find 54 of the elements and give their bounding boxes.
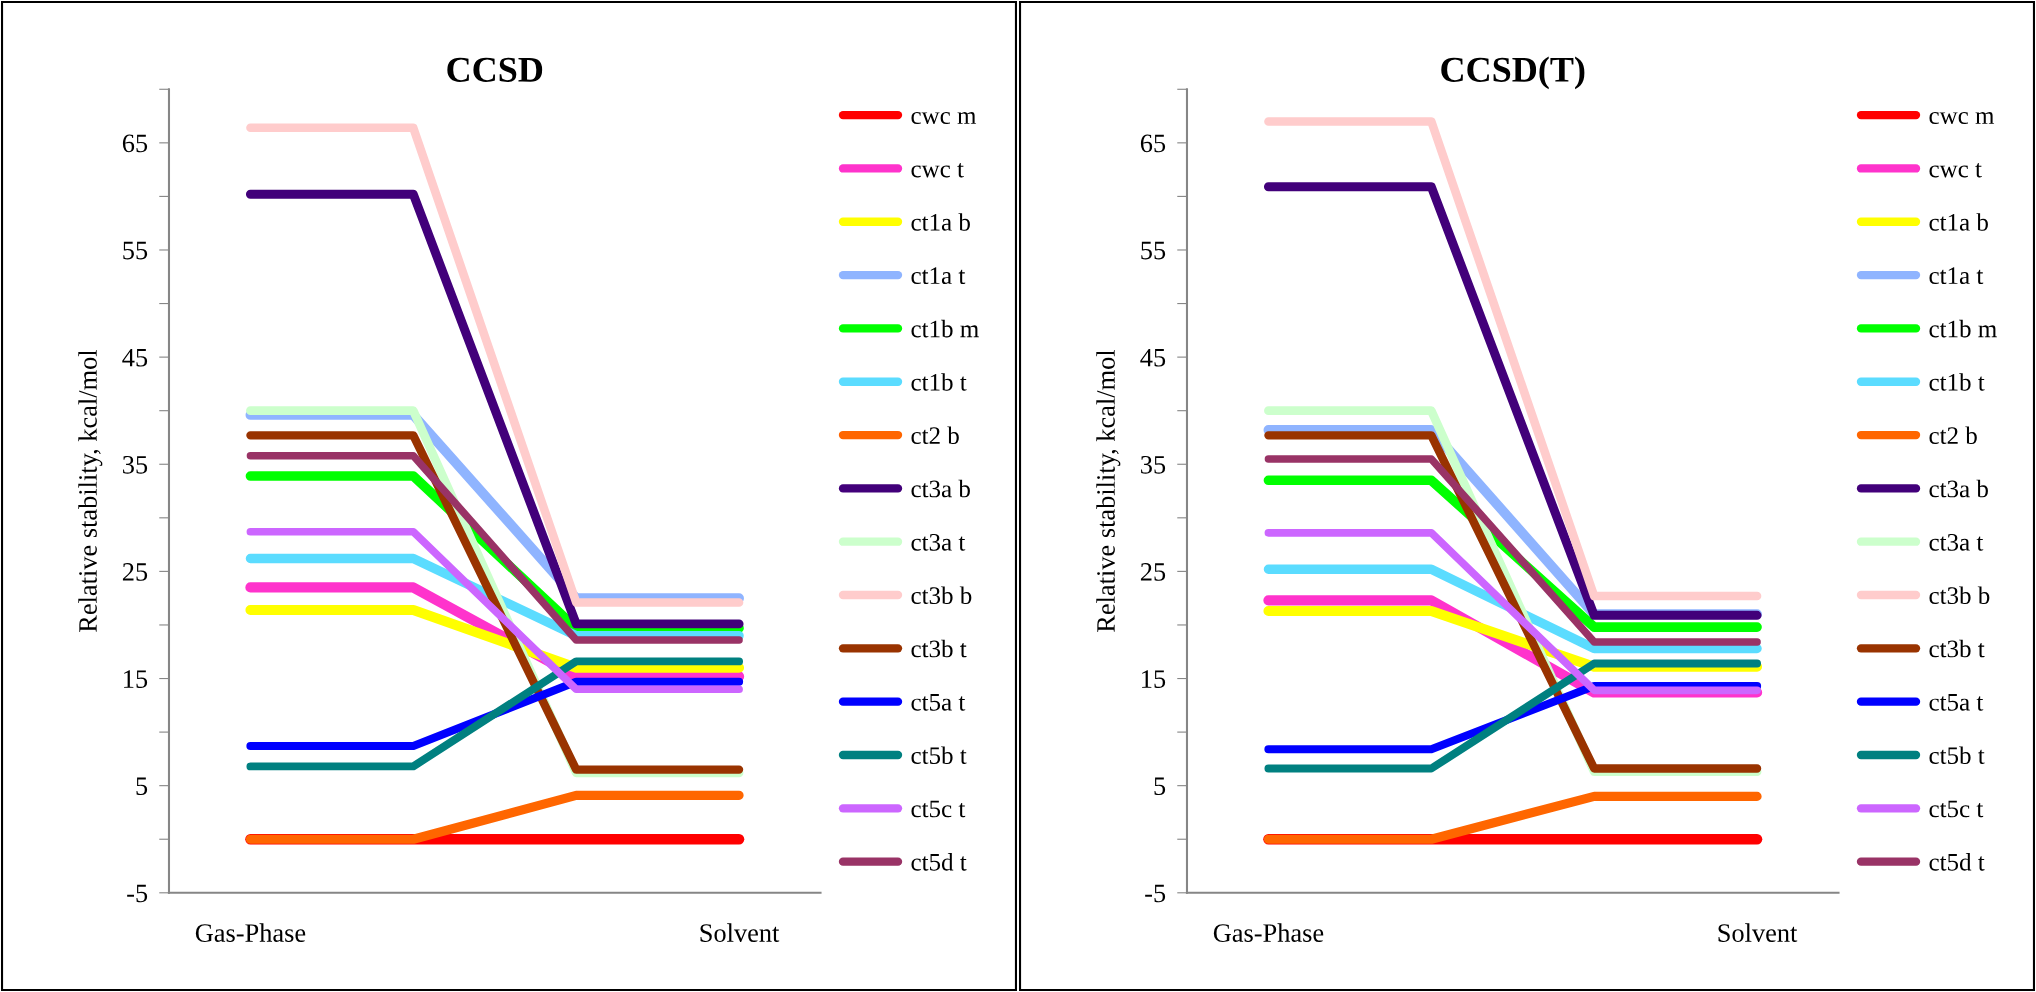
- chart-title: CCSD(T): [1441, 56, 1585, 90]
- legend-label: ct5a t: [911, 694, 966, 711]
- legend-label: ct3a t: [1929, 533, 1984, 551]
- legend-label: ct2 b: [1929, 426, 1977, 445]
- legend-label: ct1b m: [911, 319, 979, 338]
- legend-label: cwc m: [911, 112, 977, 125]
- y-tick-label: 5: [1154, 777, 1166, 796]
- legend-label: cwc m: [1929, 112, 1995, 125]
- legend-label: ct5d t: [1929, 853, 1985, 871]
- legend-label: ct3b t: [911, 639, 967, 658]
- legend-label: ct3b b: [1929, 586, 1990, 605]
- y-tick-label: 15: [124, 670, 148, 688]
- x-tick-label: Gas-Phase: [1213, 923, 1324, 942]
- x-tick-label: Gas-Phase: [195, 923, 306, 942]
- x-tick-label: Solvent: [1718, 923, 1798, 942]
- legend-label: ct1a t: [911, 267, 966, 285]
- legend-label: ct5c t: [1929, 800, 1984, 818]
- y-axis-title: Relative stability, kcal/mol: [1096, 349, 1121, 632]
- legend-label: ct1b m: [1929, 319, 1997, 338]
- x-tick-label: Solvent: [700, 923, 780, 942]
- y-tick-label: 25: [122, 563, 148, 581]
- y-tick-label: 35: [123, 455, 148, 474]
- y-tick-label: 5: [136, 777, 148, 796]
- y-tick-label: 45: [1140, 348, 1166, 367]
- legend-label: ct5d t: [911, 853, 967, 871]
- legend-label: ct1a t: [1929, 267, 1984, 285]
- legend-label: ct3b t: [1929, 639, 1985, 658]
- y-axis-title: Relative stability, kcal/mol: [78, 349, 103, 632]
- legend-label: ct3a t: [911, 533, 966, 551]
- chart-title: CCSD: [447, 57, 543, 82]
- legend-label: cwc t: [911, 163, 964, 178]
- y-tick-label: 55: [1141, 241, 1166, 260]
- legend-label: ct1b t: [1929, 373, 1985, 391]
- y-tick-label: -5: [127, 884, 148, 903]
- y-tick-label: 45: [122, 348, 148, 367]
- legend-label: ct2 b: [911, 426, 959, 445]
- y-tick-label: 15: [1142, 670, 1166, 688]
- legend-label: ct5b t: [911, 746, 967, 764]
- legend-label: ct3a b: [1929, 479, 1988, 498]
- y-tick-label: 55: [123, 241, 148, 260]
- legend-label: ct5a t: [1929, 694, 1984, 711]
- legend-label: ct3b b: [911, 586, 972, 605]
- y-tick-label: -5: [1145, 884, 1166, 903]
- legend-label: cwc t: [1929, 163, 1982, 178]
- y-tick-label: 25: [1140, 563, 1166, 581]
- legend-label: ct3a b: [911, 479, 970, 498]
- legend-label: ct5b t: [1929, 746, 1985, 764]
- legend-label: ct1a b: [911, 213, 970, 231]
- y-tick-label: 35: [1141, 455, 1166, 474]
- legend-label: ct5c t: [911, 800, 966, 818]
- y-tick-label: 65: [1140, 134, 1166, 153]
- legend-label: ct1b t: [911, 373, 967, 391]
- y-tick-label: 65: [122, 134, 148, 153]
- legend-label: ct1a b: [1929, 213, 1988, 231]
